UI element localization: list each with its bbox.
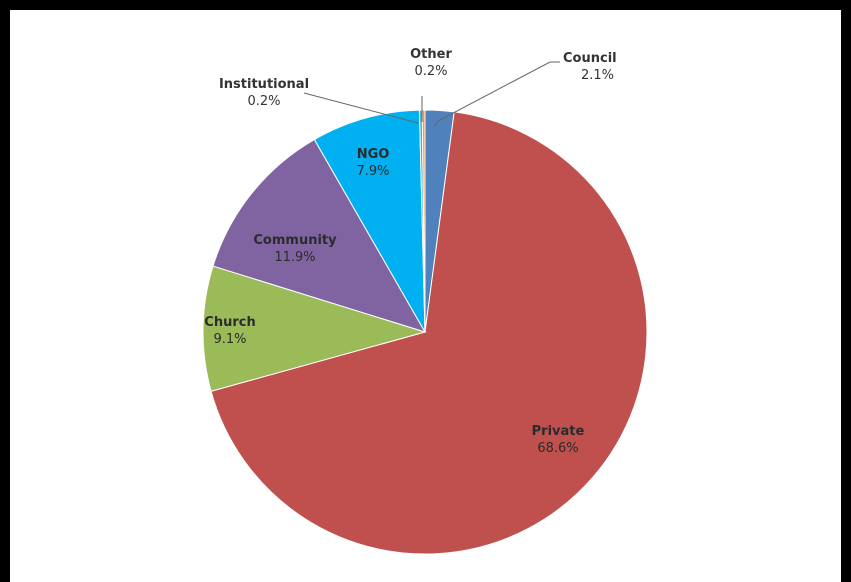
leader-line-institutional — [303, 92, 419, 124]
chart-frame: Council 2.1% Private 68.6% Church 9.1% Communi… — [10, 10, 841, 582]
slice-value-ngo: 7.9% — [356, 164, 389, 179]
pie-slice-ngo — [313, 109, 426, 333]
slice-value-private: 68.6% — [537, 441, 578, 456]
pie-slice-private — [210, 111, 648, 555]
slice-value-community: 11.9% — [274, 250, 315, 265]
slice-value-other: 0.2% — [414, 64, 447, 79]
slice-value-church: 9.1% — [213, 332, 246, 347]
pie-chart: Council 2.1% Private 68.6% Church 9.1% Communi… — [202, 47, 648, 555]
pie-slice-community — [212, 138, 427, 333]
slice-value-institutional: 0.2% — [247, 94, 280, 109]
pie-slice-church — [202, 265, 427, 392]
leader-line-council — [434, 61, 560, 127]
slice-label-other: Other — [410, 47, 452, 62]
slice-label-ngo: NGO — [357, 147, 390, 162]
slice-label-church: Church — [204, 315, 255, 330]
slice-label-community: Community — [253, 233, 337, 248]
slice-label-private: Private — [532, 424, 585, 439]
slice-value-council: 2.1% — [581, 68, 614, 83]
slice-label-council: Council — [563, 51, 617, 66]
slice-label-institutional: Institutional — [219, 77, 309, 92]
